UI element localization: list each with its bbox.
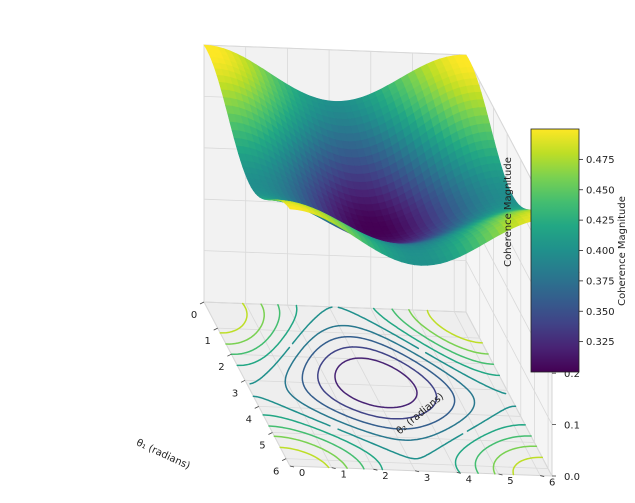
contour-projection [219,302,544,476]
colorbar-tick-label: 0.350 [586,307,615,318]
y-tick-label: 5 [507,476,513,487]
x-tick-mark [281,458,287,461]
contour-line [236,304,526,474]
z-tick-label: 0.2 [564,369,580,380]
x-tick-mark [199,301,205,305]
z-tick-label: 0.1 [564,421,580,432]
colorbar-label: Coherence Magnitude [617,196,628,306]
y-tick-label: 1 [341,470,347,481]
x-tick-label: 2 [218,362,224,373]
y-tick-label: 6 [549,478,555,489]
colorbar: 0.325 0.350 0.375 0.400 0.425 0.450 0.475 [530,128,615,373]
grid-line-y [245,303,333,468]
contour-line [284,324,476,441]
y-tick-mark [373,468,378,471]
grid-line-y [412,309,499,475]
y-tick-label: 4 [466,474,472,485]
x-tick-label: 3 [232,388,238,399]
z-tick-label: 0.0 [564,472,580,483]
colorbar-tick-label: 0.325 [586,337,615,348]
colorbar-tick-label: 0.475 [586,155,615,166]
y-tick-mark [331,467,336,469]
x-axis-label: θ₁ (radians) [134,437,191,472]
z-axis-label: Coherence Magnitude [503,157,514,267]
contour-line [334,357,418,409]
y-tick-mark [415,470,420,473]
contour-line [225,303,538,475]
x-tick-mark [227,353,232,357]
x-tick-label: 1 [205,336,211,347]
x-tick-mark [213,327,218,331]
contour-line [317,346,438,420]
contour-line [219,302,544,476]
x-tick-label: 4 [246,414,252,425]
x-tick-mark [240,379,246,383]
x-tick-label: 5 [259,441,265,452]
colorbar-tick-label: 0.450 [586,185,615,196]
colorbar-tick-label: 0.400 [586,246,615,257]
y-tick-mark [540,475,545,477]
y-tick-label: 2 [382,471,388,482]
y-tick-mark [498,473,503,476]
grid-line-z [203,250,553,425]
y-tick-mark [289,465,295,468]
y-tick-label: 0 [299,468,305,479]
colorbar-tick-label: 0.375 [586,276,615,287]
colorbar-gradient [530,128,580,373]
x-tick-label: 0 [191,310,197,321]
contour-line [230,304,532,474]
x-tick-mark [254,406,259,409]
grid-line-y [328,306,416,471]
grid-line-z [203,301,553,477]
y-tick-mark [456,471,461,474]
surface-patch [287,205,298,210]
colorbar-tick-label: 0.425 [586,216,615,227]
y-tick-label: 3 [424,473,430,484]
surface-plot [203,44,553,266]
grid-line-y [203,301,291,467]
grid-line-y [453,311,541,476]
x-tick-label: 6 [273,467,279,478]
contour-line [249,306,517,460]
contour-line [301,335,456,430]
x-tick-mark [268,432,273,435]
